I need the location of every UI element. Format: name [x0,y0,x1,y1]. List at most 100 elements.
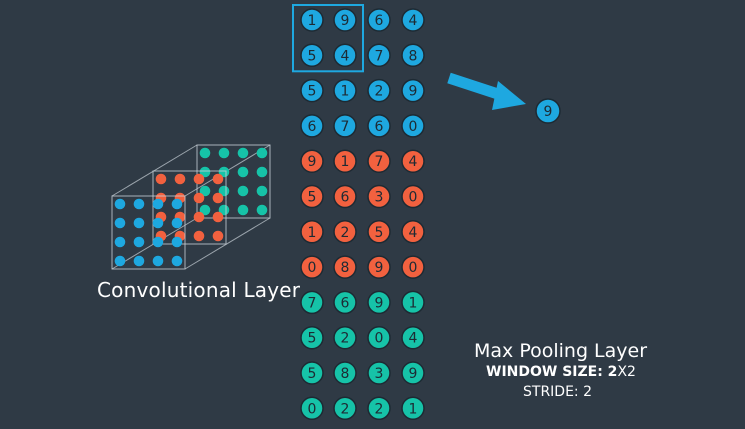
matrix-cell-value: 1 [409,401,418,417]
matrix-cell: 9 [367,290,391,315]
pooling-window-size: WINDOW SIZE: 2X2 [486,364,636,380]
matrix-cell: 1 [333,78,357,103]
matrix-cell: 6 [367,114,391,138]
conv-dot [193,211,205,223]
conv-dot [133,217,145,229]
matrix-cell: 0 [300,396,324,421]
matrix-cell: 9 [401,78,425,103]
matrix-cell: 9 [300,149,324,173]
matrix-cell: 3 [367,184,391,209]
matrix-cell-value: 9 [308,154,317,170]
matrix-cell-value: 1 [308,13,317,29]
conv-dot [199,147,211,159]
conv-dot [114,236,126,248]
matrix-cell-value: 6 [308,119,317,135]
matrix-cell-value: 4 [409,225,418,241]
matrix-cell-value: 1 [409,295,418,311]
conv-dot [237,147,249,159]
conv-dot [218,147,230,159]
conv-dot [133,198,145,210]
pooling-window [292,4,364,73]
conv-dot [152,217,164,229]
matrix-cell: 1 [300,8,324,32]
matrix-cell-value: 5 [375,225,384,241]
conv-dot [212,230,224,242]
matrix-cell-value: 7 [341,119,350,135]
matrix-cell: 5 [300,78,324,103]
conv-layer-face [152,170,227,245]
matrix-cell: 7 [333,114,357,138]
conv-dot [193,173,205,185]
matrix-cell-value: 7 [375,48,384,64]
conv-dot [212,173,224,185]
matrix-cell-value: 1 [341,84,350,100]
matrix-cell: 4 [401,220,425,244]
matrix-cell-value: 7 [308,295,317,311]
matrix-cell: 9 [367,255,391,279]
conv-layer-face [196,144,271,219]
matrix-cell: 2 [367,396,391,421]
conv-dot [152,198,164,210]
matrix-cell: 6 [300,114,324,138]
pooling-title: Max Pooling Layer [474,340,648,362]
conv-dot [256,204,268,216]
output-value: 9 [544,104,553,120]
matrix-cell: 8 [333,255,357,279]
matrix-cell-value: 5 [308,48,317,64]
matrix-cell-value: 8 [409,48,418,64]
conv-dot [133,236,145,248]
matrix-cell-value: 0 [308,260,317,276]
matrix-cell: 0 [300,255,324,279]
matrix-cell-value: 4 [341,48,350,64]
matrix-cell-value: 6 [341,190,350,206]
conv-dot [174,173,186,185]
matrix-cell: 2 [333,220,357,244]
conv-layer-face [111,195,186,270]
matrix-cell-value: 1 [308,225,317,241]
conv-dot [199,185,211,197]
matrix-cell-value: 0 [308,401,317,417]
conv-dot [237,204,249,216]
conv-dot [171,255,183,267]
conv-dot [152,255,164,267]
matrix-cell-value: 8 [341,260,350,276]
matrix-cell: 0 [367,325,391,350]
matrix-cell-value: 4 [409,13,418,29]
conv-dot [152,236,164,248]
matrix-cell-value: 3 [375,366,384,382]
matrix-cell: 1 [300,220,324,244]
matrix-cell-value: 1 [341,154,350,170]
pooling-input-matrix: 1 9 6 45 4 7 85 1 2 96 7 6 09 1 7 45 6 3 01 2 5 40 8 9 07 6 9 15 2 0 4… [292,4,425,421]
matrix-cell: 4 [401,149,425,173]
matrix-cell-value: 7 [375,154,384,170]
conv-dot [218,166,230,178]
conv-dot [193,192,205,204]
window-size-label: WINDOW SIZE: 2 [486,364,618,380]
matrix-cell: 0 [401,255,425,279]
matrix-cell: 5 [300,43,324,68]
conv-dot [237,185,249,197]
matrix-cell: 6 [367,8,391,32]
window-size-suffix: X2 [617,364,636,380]
matrix-cell: 5 [367,220,391,244]
matrix-cell: 5 [300,184,324,209]
conv-dot [256,166,268,178]
matrix-cell: 4 [333,43,357,68]
conv-dot [199,166,211,178]
matrix-cell-value: 2 [375,84,384,100]
matrix-cell-value: 6 [375,13,384,29]
matrix-cell: 8 [401,43,425,68]
conv-dot [114,255,126,267]
matrix-cell-value: 0 [409,260,418,276]
matrix-cell-value: 6 [375,119,384,135]
conv-dot [212,192,224,204]
matrix-cell-value: 0 [409,119,418,135]
conv-dot [256,147,268,159]
matrix-cell: 8 [333,361,357,385]
pooling-stride: STRIDE: 2 [523,384,592,400]
pooling-output: 9 [535,98,561,124]
matrix-cell: 1 [401,290,425,315]
conv-dot [218,204,230,216]
matrix-cell-value: 5 [308,366,317,382]
